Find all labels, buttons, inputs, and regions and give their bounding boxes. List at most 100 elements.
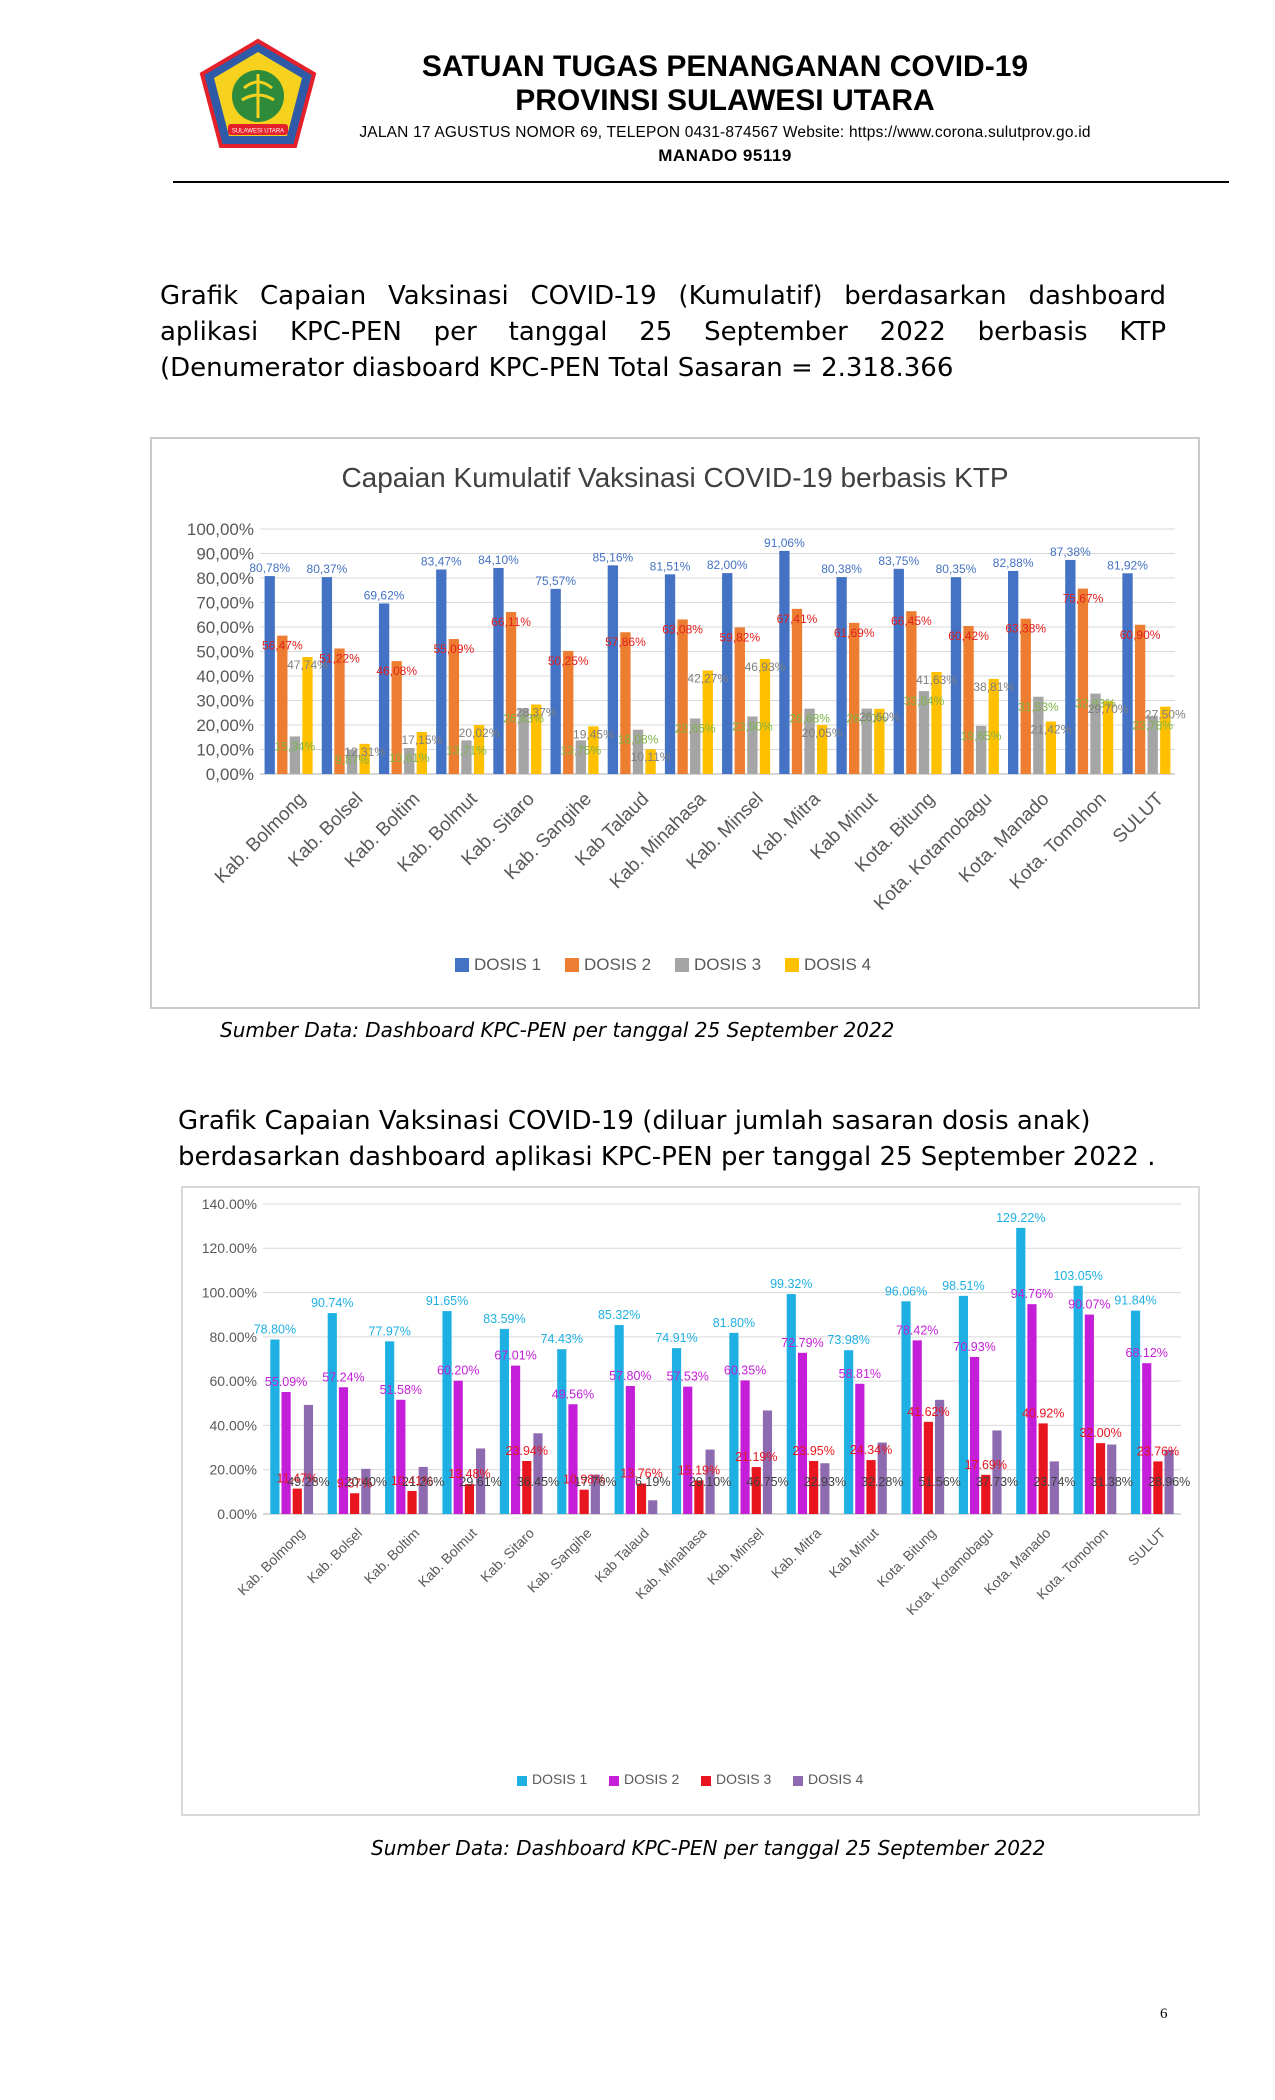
c1-bar-dosis-2: [963, 625, 974, 774]
c2-data-label: 51.56%: [918, 1475, 960, 1489]
c2-legend-swatch: [701, 1776, 711, 1786]
c1-data-label: 59,82%: [719, 630, 760, 644]
c2-bar-dosis-2: [511, 1365, 521, 1514]
c1-bar-dosis-3: [1090, 693, 1101, 774]
c2-bar-dosis-1: [499, 1328, 509, 1514]
c1-bar-dosis-4: [359, 743, 370, 774]
c1-data-label: 20,05%: [802, 726, 843, 740]
c2-bar-dosis-2: [740, 1380, 750, 1514]
c2-legend-label: DOSIS 3: [716, 1771, 771, 1787]
c2-bar-dosis-4: [533, 1433, 543, 1514]
c2-data-label: 57.24%: [322, 1370, 364, 1384]
c1-data-label: 83,47%: [421, 554, 462, 568]
c2-bar-dosis-3: [1095, 1443, 1106, 1514]
c1-ytick-label: 80,00%: [196, 569, 254, 588]
c2-bar-dosis-3: [694, 1480, 704, 1514]
c1-bar-dosis-2: [791, 608, 803, 774]
c1-data-label: 13,75%: [560, 743, 601, 757]
c1-data-label: 22,65%: [675, 722, 716, 736]
c2-bar-dosis-4: [303, 1404, 314, 1514]
c2-data-label: 73.98%: [827, 1333, 869, 1347]
c1-data-label: 38,81%: [973, 680, 1014, 694]
c2-data-label: 91.65%: [426, 1294, 468, 1308]
c2-data-label: 94.76%: [1011, 1287, 1053, 1301]
c1-data-label: 9,87%: [335, 753, 369, 767]
c1-data-label: 41,63%: [916, 673, 957, 687]
c2-bar-dosis-2: [683, 1386, 693, 1514]
c1-data-label: 26,60%: [859, 710, 900, 724]
c2-data-label: 57.53%: [667, 1370, 709, 1384]
chart2-source-note: Sumber Data: Dashboard KPC-PEN per tangg…: [371, 1836, 1046, 1860]
c1-ytick-label: 10,00%: [196, 740, 254, 759]
c1-data-label: 28,37%: [516, 705, 557, 719]
c1-data-label: 13,71%: [446, 743, 487, 757]
c1-bar-dosis-3: [690, 718, 701, 774]
c2-bar-dosis-3: [522, 1460, 532, 1514]
c2-data-label: 23.94%: [506, 1444, 548, 1458]
c2-bar-dosis-2: [970, 1356, 980, 1514]
c2-data-label: 78.80%: [254, 1323, 296, 1337]
c2-data-label: 58.81%: [839, 1367, 881, 1381]
c2-data-label: 17.76%: [574, 1475, 616, 1489]
c1-legend-swatch: [675, 958, 689, 972]
c1-ytick-label: 40,00%: [196, 667, 254, 686]
c1-bar-dosis-2: [906, 611, 917, 774]
c2-bar-dosis-4: [820, 1463, 830, 1514]
c1-bar-dosis-2: [505, 612, 517, 774]
page-number: 6: [1160, 2006, 1168, 2022]
c2-data-label: 21.19%: [735, 1450, 777, 1464]
c1-bar-dosis-2: [391, 661, 402, 774]
c2-bar-dosis-2: [338, 1387, 349, 1514]
c2-data-label: 28.96%: [1148, 1475, 1190, 1489]
c1-data-label: 47,74%: [287, 658, 328, 672]
c1-bar-dosis-1: [1122, 573, 1133, 774]
c2-data-label: 49.28%: [287, 1475, 329, 1489]
c2-bar-dosis-4: [361, 1468, 371, 1514]
c1-bar-dosis-1: [722, 573, 733, 774]
c2-bar-dosis-4: [1107, 1444, 1117, 1514]
letterhead-divider: [173, 181, 1229, 183]
c2-bar-dosis-4: [1164, 1449, 1174, 1514]
c2-bar-dosis-2: [1142, 1363, 1152, 1514]
c2-data-label: 23.76%: [1137, 1444, 1179, 1458]
c2-bar-dosis-3: [350, 1493, 360, 1514]
c2-data-label: 57.80%: [609, 1369, 651, 1383]
c2-legend-swatch: [793, 1776, 803, 1786]
c1-data-label: 80,78%: [249, 561, 290, 575]
c2-bar-dosis-3: [1153, 1461, 1163, 1514]
c2-bar-dosis-2: [1027, 1304, 1037, 1514]
c1-bar-dosis-4: [702, 670, 713, 774]
c1-data-label: 57,86%: [605, 635, 646, 649]
c2-bar-dosis-2: [855, 1383, 865, 1514]
c2-bar-dosis-4: [705, 1449, 715, 1514]
c1-data-label: 82,00%: [707, 558, 748, 572]
c2-bar-dosis-1: [442, 1311, 452, 1514]
c1-bar-dosis-1: [321, 577, 333, 774]
c1-data-label: 87,38%: [1050, 545, 1091, 559]
c2-data-label: 29.61%: [459, 1475, 501, 1489]
c1-data-label: 67,41%: [777, 612, 818, 626]
c2-bar-dosis-2: [568, 1404, 578, 1514]
c1-data-label: 61,69%: [834, 626, 875, 640]
c2-bar-dosis-1: [270, 1339, 280, 1514]
c2-data-label: 91.84%: [1114, 1294, 1156, 1308]
c2-bar-dosis-2: [281, 1392, 291, 1514]
c2-data-label: 81.80%: [713, 1316, 755, 1330]
c2-data-label: 20.40%: [345, 1475, 387, 1489]
c1-bar-dosis-3: [747, 716, 758, 774]
c1-data-label: 51,22%: [319, 652, 360, 666]
c1-ytick-label: 20,00%: [196, 716, 254, 735]
c2-data-label: 99.32%: [770, 1277, 812, 1291]
c1-bar-dosis-3: [632, 729, 644, 774]
c1-data-label: 26,68%: [789, 712, 830, 726]
c1-ytick-label: 0,00%: [206, 765, 254, 784]
c2-data-label: 37.73%: [976, 1475, 1018, 1489]
c1-bar-dosis-1: [378, 603, 390, 774]
c2-legend-label: DOSIS 2: [624, 1771, 679, 1787]
c2-data-label: 40.92%: [1022, 1406, 1064, 1420]
c1-bar-dosis-3: [804, 708, 815, 774]
c1-bar-dosis-1: [1065, 559, 1076, 774]
c2-ytick-label: 140.00%: [202, 1196, 257, 1212]
c1-ytick-label: 60,00%: [196, 618, 254, 637]
c2-data-label: 6.19%: [635, 1475, 670, 1489]
